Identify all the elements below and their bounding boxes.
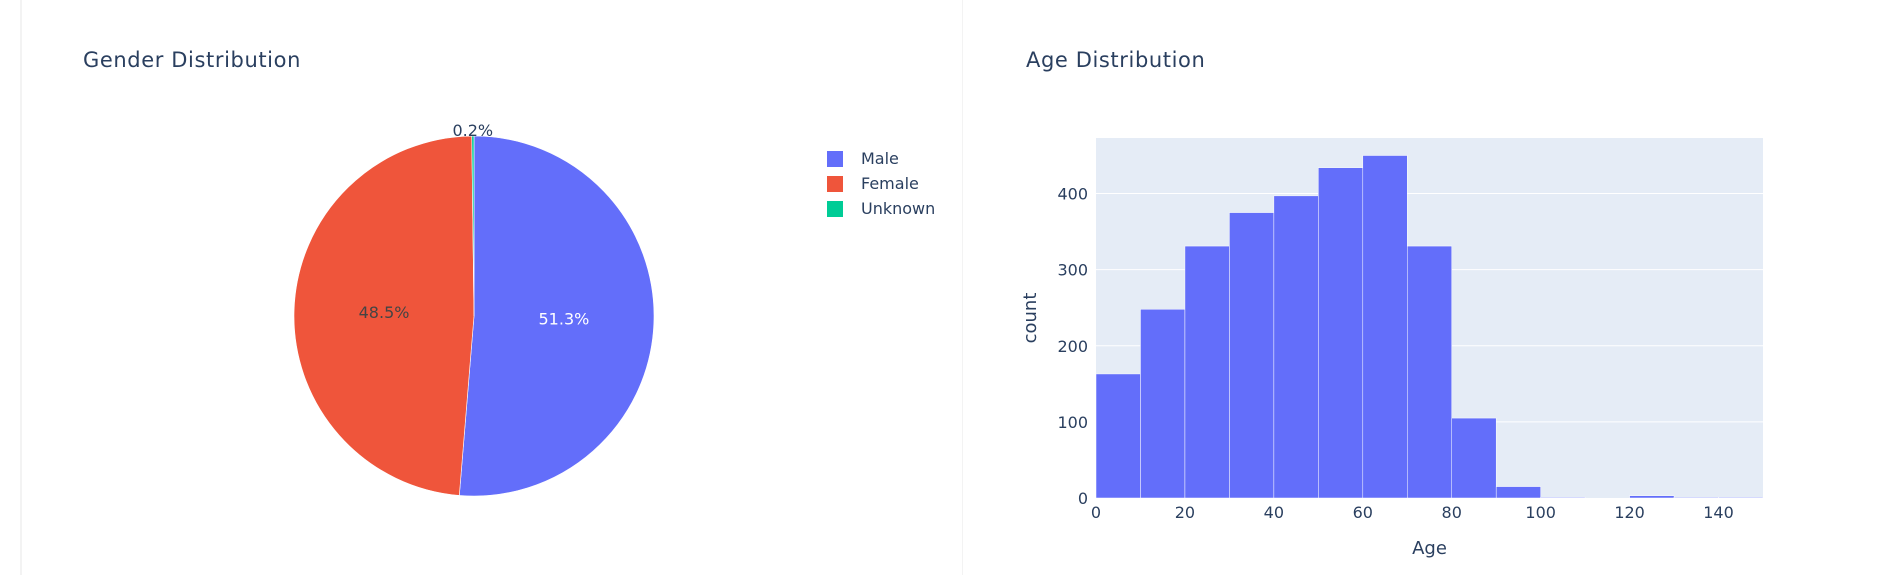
legend-swatch-male xyxy=(827,150,843,167)
x-tick-label: 140 xyxy=(1703,503,1734,522)
y-tick-label: 400 xyxy=(1057,185,1088,204)
histogram-bar[interactable] xyxy=(1629,495,1675,499)
histogram-bar[interactable] xyxy=(1184,245,1230,499)
histogram-bar[interactable] xyxy=(1718,496,1764,499)
legend-label-male: Male xyxy=(861,149,899,168)
legend-label-unknown: Unknown xyxy=(861,199,936,218)
histogram-bar[interactable] xyxy=(1273,195,1319,499)
y-tick-label: 0 xyxy=(1078,489,1088,508)
age-histogram: 0 100 200 300 400 0 20 40 60 80 100 120 140 Age count xyxy=(1020,138,1764,559)
histogram-bar[interactable] xyxy=(1140,308,1186,499)
pie-slice-male[interactable] xyxy=(458,135,655,497)
pie-slice-unknown[interactable] xyxy=(471,135,475,317)
gender-legend: Male Female Unknown xyxy=(827,146,935,221)
legend-swatch-female xyxy=(827,175,843,192)
y-tick-label: 200 xyxy=(1057,337,1088,356)
histogram-bar[interactable] xyxy=(1095,373,1141,499)
pie-slice-female[interactable] xyxy=(293,135,475,496)
y-tick-label: 300 xyxy=(1057,261,1088,280)
histogram-bar[interactable] xyxy=(1673,496,1719,499)
gender-chart-panel: Gender Distribution 51.3% 48.5% 0.2% Male … xyxy=(20,0,964,575)
legend-item-female[interactable]: Female xyxy=(827,171,935,196)
gender-chart-title: Gender Distribution xyxy=(83,48,301,72)
x-tick-label: 120 xyxy=(1614,503,1645,522)
pie-label-unknown: 0.2% xyxy=(452,121,493,140)
histogram-bar[interactable] xyxy=(1318,167,1364,499)
legend-item-unknown[interactable]: Unknown xyxy=(827,196,935,221)
x-tick-label: 80 xyxy=(1442,503,1462,522)
age-chart-title: Age Distribution xyxy=(1026,48,1206,72)
x-tick-label: 100 xyxy=(1525,503,1556,522)
legend-label-female: Female xyxy=(861,174,919,193)
y-axis-label: count xyxy=(1020,293,1041,344)
histogram-bar[interactable] xyxy=(1451,417,1497,499)
histogram-bar[interactable] xyxy=(1495,486,1541,499)
pie-label-female: 48.5% xyxy=(359,303,410,322)
x-tick-label: 40 xyxy=(1264,503,1284,522)
x-tick-label: 0 xyxy=(1091,503,1101,522)
x-tick-label: 60 xyxy=(1353,503,1373,522)
y-tick-label: 100 xyxy=(1057,413,1088,432)
age-chart-panel: Age Distribution 0 100 200 300 400 0 20 40 60 80 1… xyxy=(963,0,1886,575)
x-tick-label: 20 xyxy=(1175,503,1195,522)
legend-item-male[interactable]: Male xyxy=(827,146,935,171)
x-axis-label: Age xyxy=(1412,538,1447,559)
histogram-bar[interactable] xyxy=(1540,496,1586,499)
histogram-bar[interactable] xyxy=(1229,212,1275,499)
pie-label-male: 51.3% xyxy=(539,310,590,329)
legend-swatch-unknown xyxy=(827,200,843,217)
gender-pie-chart: 51.3% 48.5% 0.2% xyxy=(293,121,655,497)
histogram-bar[interactable] xyxy=(1407,245,1452,499)
histogram-bar[interactable] xyxy=(1362,155,1408,499)
